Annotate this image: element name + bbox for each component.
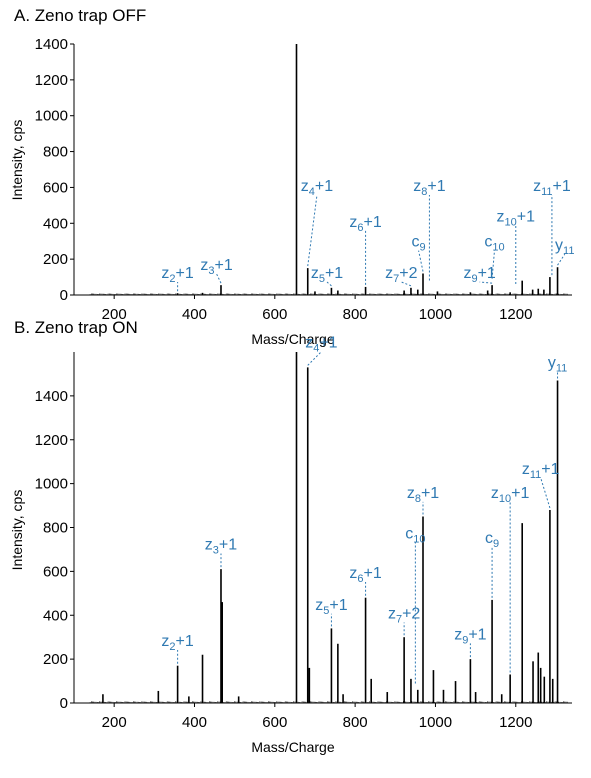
x-tick-label: 400 xyxy=(182,306,207,323)
annotation-leader xyxy=(216,273,222,284)
annotation-leader xyxy=(479,281,493,284)
y-tick-label: 200 xyxy=(43,651,68,668)
y-tick-label: 1200 xyxy=(35,432,68,449)
x-tick-label: 200 xyxy=(102,306,127,323)
fragment-label: z8+1 xyxy=(413,178,445,198)
x-tick-label: 1000 xyxy=(419,306,452,323)
y-tick-label: 800 xyxy=(43,144,68,161)
panel-a-title: A. Zeno trap OFF xyxy=(14,6,147,25)
fragment-label: y11 xyxy=(548,354,567,374)
fragment-label: z2+1 xyxy=(161,265,193,285)
fragment-label: z9+1 xyxy=(463,265,495,285)
annotation-leader xyxy=(307,351,322,366)
x-tick-label: 200 xyxy=(102,714,127,731)
fragment-label: z10+1 xyxy=(491,485,530,505)
y-tick-label: 0 xyxy=(60,695,68,712)
fragment-label: z7+2 xyxy=(385,265,417,285)
fragment-label: z3+1 xyxy=(200,257,232,277)
fragment-label: z6+1 xyxy=(349,214,381,234)
fragment-label: z11+1 xyxy=(533,178,571,198)
x-tick-label: 800 xyxy=(343,306,368,323)
chart-panel-1: 200 400 600 800 1000 1200 0 200 400 600 800 1000 120… xyxy=(9,335,572,755)
fragment-label: z6+1 xyxy=(349,565,381,585)
y-tick-label: 800 xyxy=(43,520,68,537)
fragment-label: z5+1 xyxy=(311,265,343,285)
annotation-leader xyxy=(326,281,332,287)
fragment-label: z3+1 xyxy=(205,536,237,556)
chart-panel-0: 200 400 600 800 1000 1200 0 200 400 600 800 1000 120… xyxy=(9,36,574,347)
y-tick-label: 400 xyxy=(43,215,68,232)
fragment-label: z8+1 xyxy=(407,485,439,505)
x-tick-label: 1200 xyxy=(499,714,532,731)
panel-b-title: B. Zeno trap ON xyxy=(14,318,138,337)
annotation-leader xyxy=(418,250,424,272)
x-tick-label: 600 xyxy=(262,714,287,731)
y-tick-label: 600 xyxy=(43,179,68,196)
x-tick-label: 1200 xyxy=(499,306,532,323)
y-axis-label: Intensity, cps xyxy=(9,120,25,201)
annotation-leader xyxy=(491,250,495,279)
fragment-label: z10+1 xyxy=(497,208,536,228)
fragment-label: c9 xyxy=(485,530,499,550)
y-tick-label: 1400 xyxy=(35,388,68,405)
annotation-leader xyxy=(401,281,412,287)
y-tick-label: 0 xyxy=(60,287,68,304)
y-tick-label: 400 xyxy=(43,607,68,624)
annotation-leader xyxy=(307,194,318,267)
x-axis-label: Mass/Charge xyxy=(251,739,334,755)
fragment-label: c10 xyxy=(484,234,504,254)
fragment-label: z4+1 xyxy=(305,335,337,355)
y-tick-label: 1000 xyxy=(35,476,68,493)
fragment-label: z9+1 xyxy=(454,626,486,646)
x-tick-label: 600 xyxy=(262,306,287,323)
fragment-label: c9 xyxy=(412,234,426,254)
fragment-label: z5+1 xyxy=(315,597,347,617)
y-axis-label: Intensity, cps xyxy=(9,490,25,571)
fragment-label: z2+1 xyxy=(161,633,193,653)
y-tick-label: 1200 xyxy=(35,72,68,89)
fragment-label: y11 xyxy=(555,237,574,257)
fragment-label: c10 xyxy=(405,525,425,545)
y-tick-label: 1000 xyxy=(35,108,68,125)
x-axis-label: Mass/Charge xyxy=(251,331,334,347)
x-tick-label: 800 xyxy=(343,714,368,731)
fragment-label: z11+1 xyxy=(522,461,560,481)
y-tick-label: 1400 xyxy=(35,36,68,53)
y-tick-label: 200 xyxy=(43,251,68,268)
annotation-leader xyxy=(540,477,551,509)
y-tick-label: 600 xyxy=(43,563,68,580)
fragment-label: z4+1 xyxy=(301,178,333,198)
x-tick-label: 400 xyxy=(182,714,207,731)
x-tick-label: 1000 xyxy=(419,714,452,731)
